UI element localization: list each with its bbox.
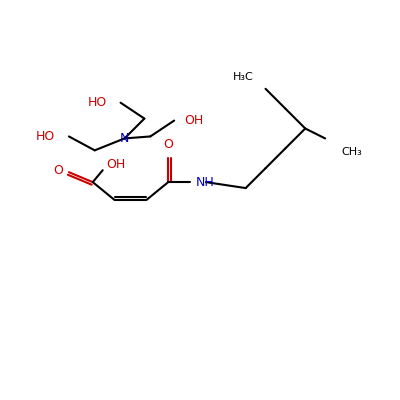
Text: HO: HO bbox=[36, 130, 55, 143]
Text: N: N bbox=[120, 132, 129, 145]
Text: OH: OH bbox=[107, 158, 126, 171]
Text: CH₃: CH₃ bbox=[341, 147, 362, 157]
Text: O: O bbox=[53, 164, 63, 177]
Text: HO: HO bbox=[88, 96, 107, 109]
Text: OH: OH bbox=[184, 114, 203, 127]
Text: NH: NH bbox=[196, 176, 215, 189]
Text: H₃C: H₃C bbox=[233, 72, 254, 82]
Text: O: O bbox=[163, 138, 173, 151]
